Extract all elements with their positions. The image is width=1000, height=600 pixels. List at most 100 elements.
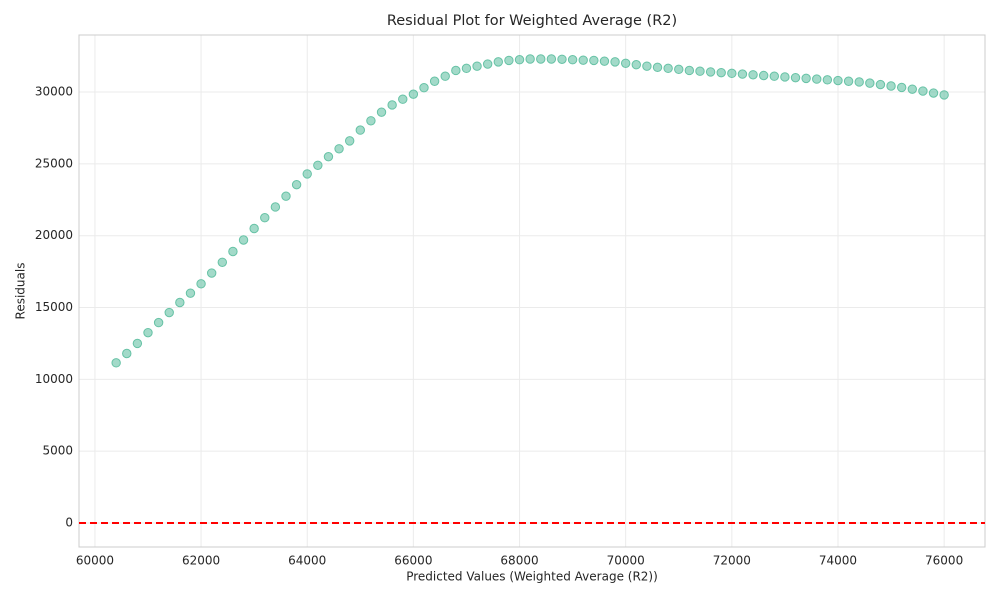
point bbox=[111, 358, 121, 368]
point bbox=[228, 246, 238, 257]
x-tick-label: 76000 bbox=[925, 554, 963, 568]
point bbox=[780, 72, 790, 82]
point bbox=[472, 61, 482, 71]
point bbox=[461, 63, 472, 74]
x-tick-label: 60000 bbox=[76, 554, 114, 568]
point bbox=[748, 70, 758, 80]
point bbox=[291, 179, 302, 190]
y-tick-label: 5000 bbox=[42, 444, 73, 458]
point bbox=[313, 160, 323, 170]
point bbox=[907, 84, 917, 94]
point bbox=[164, 307, 174, 318]
point bbox=[482, 59, 493, 69]
point bbox=[525, 54, 535, 64]
y-tick-label: 10000 bbox=[35, 372, 73, 386]
point bbox=[260, 213, 270, 223]
x-tick-label: 68000 bbox=[500, 554, 538, 568]
point bbox=[132, 338, 143, 349]
point bbox=[674, 64, 684, 75]
y-tick-label: 25000 bbox=[35, 156, 73, 170]
point bbox=[854, 77, 864, 87]
point bbox=[642, 61, 652, 71]
point bbox=[398, 94, 408, 104]
point bbox=[546, 54, 557, 64]
point bbox=[175, 297, 185, 308]
point bbox=[631, 60, 641, 70]
point bbox=[355, 125, 366, 135]
point bbox=[663, 63, 673, 74]
point bbox=[493, 57, 503, 67]
x-tick-label: 66000 bbox=[394, 554, 432, 568]
point bbox=[939, 90, 949, 100]
point bbox=[302, 169, 312, 179]
point bbox=[217, 257, 228, 267]
point bbox=[875, 79, 886, 90]
point bbox=[812, 74, 822, 84]
y-tick-label: 30000 bbox=[35, 85, 73, 99]
point bbox=[122, 348, 132, 359]
point bbox=[610, 57, 620, 67]
y-axis-label: Residuals bbox=[14, 263, 28, 320]
x-tick-label: 70000 bbox=[607, 554, 645, 568]
x-axis-label: Predicted Values (Weighted Average (R2)) bbox=[406, 570, 658, 584]
point bbox=[716, 67, 726, 78]
point bbox=[206, 268, 217, 278]
point bbox=[323, 151, 334, 162]
point bbox=[536, 54, 546, 64]
chart-title: Residual Plot for Weighted Average (R2) bbox=[387, 13, 677, 29]
point bbox=[705, 67, 716, 77]
point bbox=[557, 54, 567, 64]
point bbox=[833, 75, 843, 86]
point bbox=[281, 191, 291, 201]
point bbox=[727, 68, 737, 79]
y-tick-label: 15000 bbox=[35, 300, 73, 314]
point bbox=[376, 107, 387, 117]
point bbox=[196, 279, 206, 289]
point bbox=[334, 144, 344, 154]
point bbox=[451, 65, 461, 76]
point bbox=[599, 56, 610, 66]
x-tick-label: 64000 bbox=[288, 554, 326, 568]
point bbox=[238, 235, 249, 245]
point bbox=[865, 78, 875, 88]
point bbox=[440, 71, 450, 81]
point bbox=[514, 55, 525, 65]
point bbox=[567, 55, 578, 65]
point bbox=[578, 55, 588, 65]
point bbox=[504, 55, 514, 66]
point bbox=[886, 81, 896, 91]
x-tick-label: 72000 bbox=[713, 554, 751, 568]
point bbox=[589, 55, 599, 66]
point bbox=[185, 288, 196, 298]
point bbox=[769, 71, 779, 81]
point bbox=[270, 202, 281, 212]
point bbox=[695, 66, 705, 76]
point bbox=[737, 69, 748, 79]
point bbox=[408, 89, 419, 99]
point bbox=[429, 76, 440, 86]
point bbox=[419, 83, 429, 93]
point bbox=[843, 76, 854, 86]
point bbox=[153, 317, 164, 328]
point bbox=[822, 75, 833, 85]
point bbox=[387, 100, 397, 110]
y-tick-label: 0 bbox=[65, 516, 73, 530]
point bbox=[928, 88, 939, 98]
point bbox=[684, 65, 695, 76]
x-tick-label: 74000 bbox=[819, 554, 857, 568]
point bbox=[896, 82, 907, 93]
point bbox=[249, 223, 259, 234]
point bbox=[918, 86, 928, 96]
point bbox=[652, 62, 663, 73]
point bbox=[801, 73, 811, 84]
point bbox=[366, 116, 376, 126]
point bbox=[620, 58, 631, 69]
point bbox=[344, 136, 355, 146]
point bbox=[143, 327, 153, 338]
y-tick-label: 20000 bbox=[35, 228, 73, 242]
x-tick-label: 62000 bbox=[182, 554, 220, 568]
point bbox=[790, 72, 801, 83]
plot-frame bbox=[78, 34, 986, 548]
